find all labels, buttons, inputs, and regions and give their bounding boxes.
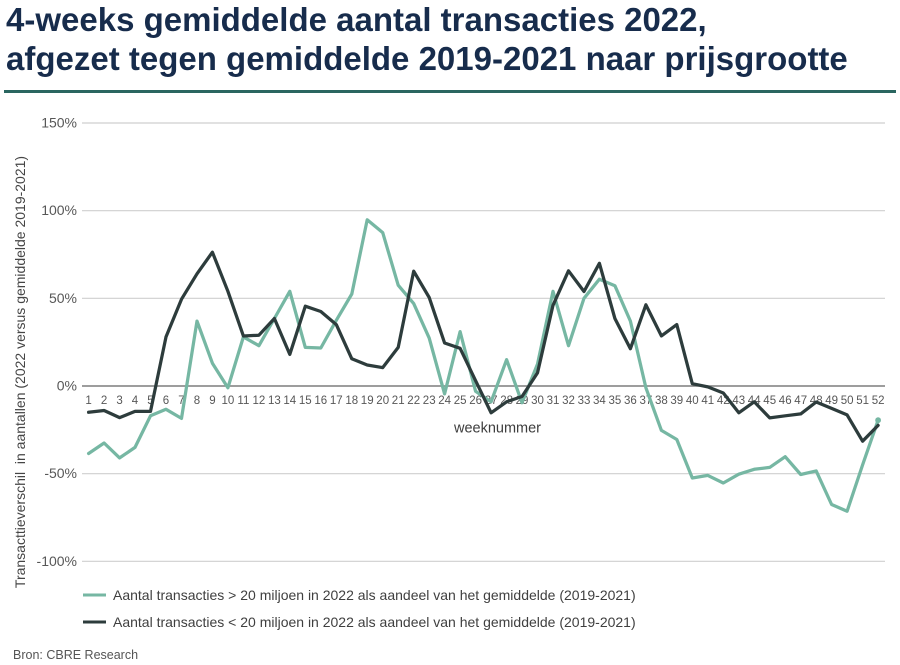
svg-text:51: 51 bbox=[856, 395, 869, 407]
svg-text:17: 17 bbox=[330, 395, 343, 407]
svg-text:41: 41 bbox=[701, 395, 714, 407]
svg-text:Aantal transacties < 20 miljoe: Aantal transacties < 20 miljoen in 2022 … bbox=[113, 614, 636, 630]
svg-text:21: 21 bbox=[392, 395, 405, 407]
svg-text:12: 12 bbox=[253, 395, 266, 407]
svg-text:-100%: -100% bbox=[37, 553, 77, 569]
svg-text:50: 50 bbox=[841, 395, 854, 407]
svg-text:40: 40 bbox=[686, 395, 699, 407]
svg-text:150%: 150% bbox=[41, 115, 77, 131]
svg-text:33: 33 bbox=[578, 395, 591, 407]
svg-text:14: 14 bbox=[283, 395, 296, 407]
svg-text:20: 20 bbox=[376, 395, 389, 407]
svg-text:Bron: CBRE Research: Bron: CBRE Research bbox=[13, 648, 138, 662]
svg-text:43: 43 bbox=[732, 395, 745, 407]
svg-text:100%: 100% bbox=[41, 202, 77, 218]
svg-text:30: 30 bbox=[531, 395, 544, 407]
svg-text:8: 8 bbox=[194, 395, 200, 407]
svg-text:50%: 50% bbox=[49, 290, 77, 306]
svg-text:9: 9 bbox=[209, 395, 215, 407]
svg-text:6: 6 bbox=[163, 395, 169, 407]
svg-text:23: 23 bbox=[423, 395, 436, 407]
svg-text:25: 25 bbox=[454, 395, 467, 407]
svg-text:Aantal transacties > 20 miljoe: Aantal transacties > 20 miljoen in 2022 … bbox=[113, 587, 636, 603]
svg-text:15: 15 bbox=[299, 395, 312, 407]
svg-text:4: 4 bbox=[132, 395, 139, 407]
svg-text:24: 24 bbox=[438, 395, 451, 407]
svg-text:Transacttieverschil in aantal: Transacttieverschil in aantallen (2022 v… bbox=[12, 156, 28, 588]
svg-text:22: 22 bbox=[407, 395, 420, 407]
svg-text:1: 1 bbox=[85, 395, 91, 407]
svg-text:-50%: -50% bbox=[44, 465, 77, 481]
svg-text:2: 2 bbox=[101, 395, 107, 407]
svg-text:39: 39 bbox=[670, 395, 683, 407]
svg-text:52: 52 bbox=[872, 395, 885, 407]
svg-text:16: 16 bbox=[314, 395, 327, 407]
svg-text:26: 26 bbox=[469, 395, 482, 407]
svg-text:45: 45 bbox=[763, 395, 776, 407]
svg-text:5: 5 bbox=[147, 395, 153, 407]
svg-text:47: 47 bbox=[794, 395, 807, 407]
svg-text:36: 36 bbox=[624, 395, 637, 407]
svg-text:31: 31 bbox=[547, 395, 560, 407]
svg-text:0%: 0% bbox=[57, 378, 77, 394]
svg-text:38: 38 bbox=[655, 395, 668, 407]
svg-text:34: 34 bbox=[593, 395, 606, 407]
svg-text:weeknummer: weeknummer bbox=[453, 421, 541, 437]
svg-text:3: 3 bbox=[116, 395, 122, 407]
svg-text:7: 7 bbox=[178, 395, 184, 407]
svg-text:35: 35 bbox=[609, 395, 622, 407]
svg-text:32: 32 bbox=[562, 395, 575, 407]
svg-text:11: 11 bbox=[237, 395, 249, 407]
svg-text:13: 13 bbox=[268, 395, 281, 407]
svg-text:49: 49 bbox=[825, 395, 838, 407]
svg-text:46: 46 bbox=[779, 395, 792, 407]
svg-text:10: 10 bbox=[222, 395, 235, 407]
svg-text:18: 18 bbox=[345, 395, 358, 407]
svg-text:19: 19 bbox=[361, 395, 374, 407]
